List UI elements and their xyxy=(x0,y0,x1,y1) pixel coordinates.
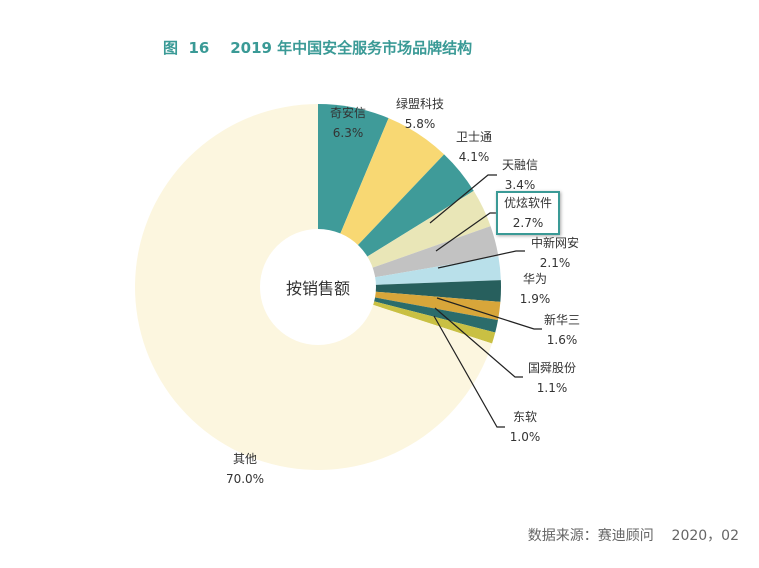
leader-line-9 xyxy=(433,315,505,428)
leader-line-5 xyxy=(437,250,525,269)
slice-value: 1.0% xyxy=(509,430,541,444)
slice-name: 其他 xyxy=(232,452,257,466)
slice-value: 6.3% xyxy=(332,126,364,140)
slice-value: 1.6% xyxy=(546,333,578,347)
slice-value: 1.1% xyxy=(536,381,568,395)
slice-name: 卫士通 xyxy=(455,130,493,144)
slice-name: 天融信 xyxy=(501,158,539,172)
leader-line-8 xyxy=(434,307,523,378)
slice-value: 3.4% xyxy=(504,178,536,192)
slice-name: 绿盟科技 xyxy=(395,97,445,111)
slice-value: 70.0% xyxy=(225,472,265,486)
slice-value: 2.1% xyxy=(539,256,571,270)
slice-name: 国舜股份 xyxy=(527,361,577,375)
slice-value: 2.7% xyxy=(512,216,544,230)
slice-name: 中新网安 xyxy=(530,236,580,250)
source-note: 数据来源：赛迪顾问 2020，02 xyxy=(527,528,739,544)
slice-label-5: 中新网安 2.1% xyxy=(531,233,579,273)
slice-name: 新华三 xyxy=(543,313,581,327)
slice-value: 1.9% xyxy=(519,292,551,306)
slice-value: 5.8% xyxy=(404,117,436,131)
slice-label-3: 天融信 3.4% xyxy=(502,155,538,195)
slice-label-2: 卫士通 4.1% xyxy=(456,127,492,167)
slice-label-4: 优炫软件 2.7% xyxy=(495,191,561,235)
slice-label-6: 华为 1.9% xyxy=(520,269,551,309)
slice-label-8: 国舜股份 1.1% xyxy=(528,358,576,398)
leader-line-4 xyxy=(435,212,497,252)
slice-name: 东软 xyxy=(512,410,537,424)
slice-label-10: 其他 70.0% xyxy=(226,449,264,489)
leader-line-3 xyxy=(429,174,497,224)
slice-name: 优炫软件 xyxy=(503,196,553,210)
slice-name: 华为 xyxy=(522,272,547,286)
slice-value: 4.1% xyxy=(458,150,490,164)
slice-label-9: 东软 1.0% xyxy=(510,407,541,447)
center-label: 按销售额 xyxy=(285,279,351,298)
chart-title: 图 16 2019 年中国安全服务市场品牌结构 xyxy=(163,39,473,57)
slice-name: 奇安信 xyxy=(329,106,367,120)
slice-label-7: 新华三 1.6% xyxy=(544,310,580,350)
donut-hole xyxy=(260,229,376,345)
slice-label-0: 奇安信 6.3% xyxy=(330,103,366,143)
slice-label-1: 绿盟科技 5.8% xyxy=(396,94,444,134)
leader-line-7 xyxy=(436,297,542,330)
